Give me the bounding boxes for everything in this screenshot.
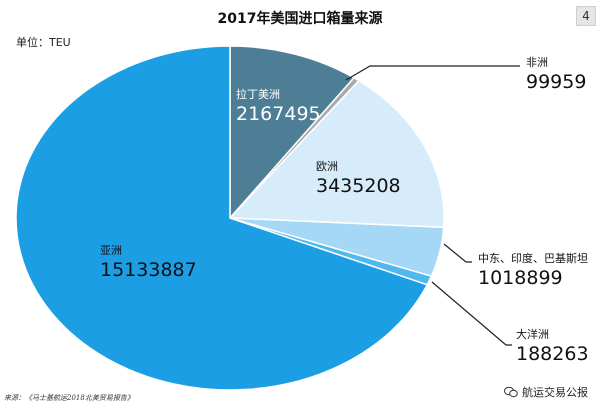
page-number: 4 bbox=[576, 6, 596, 26]
wechat-icon bbox=[504, 386, 518, 398]
slice-label-latin-america: 拉丁美洲 bbox=[236, 87, 280, 101]
slice-value-oceania: 188263 bbox=[516, 343, 589, 365]
slice-label-africa: 非洲 bbox=[526, 56, 548, 69]
slice-value-africa: 99959 bbox=[526, 71, 586, 93]
slice-label-asia: 亚洲 bbox=[100, 244, 122, 257]
pie-slice bbox=[15, 45, 429, 391]
slice-value-europe: 3435208 bbox=[316, 175, 401, 197]
slice-label-oceania: 大洋洲 bbox=[516, 327, 549, 341]
slice-label-middle-east: 中东、印度、巴基斯坦 bbox=[478, 251, 588, 265]
slice-value-asia: 15133887 bbox=[100, 259, 197, 281]
source-note: 来源：《马士基航运2018北美贸易报告》 bbox=[4, 394, 134, 402]
watermark-text: 航运交易公报 bbox=[522, 386, 588, 399]
slice-label-europe: 欧洲 bbox=[316, 160, 338, 173]
leader-line bbox=[443, 243, 472, 263]
slice-value-latin-america: 2167495 bbox=[236, 103, 321, 125]
chart-title: 2017年美国进口箱量来源 bbox=[217, 11, 383, 27]
pie-slice bbox=[229, 45, 356, 220]
leader-line bbox=[431, 281, 512, 346]
unit-label: 单位：TEU bbox=[16, 36, 71, 49]
watermark: 航运交易公报 bbox=[504, 384, 588, 400]
pie-slice bbox=[228, 79, 445, 229]
slice-value-middle-east: 1018899 bbox=[478, 267, 563, 289]
leader-line bbox=[345, 65, 520, 81]
